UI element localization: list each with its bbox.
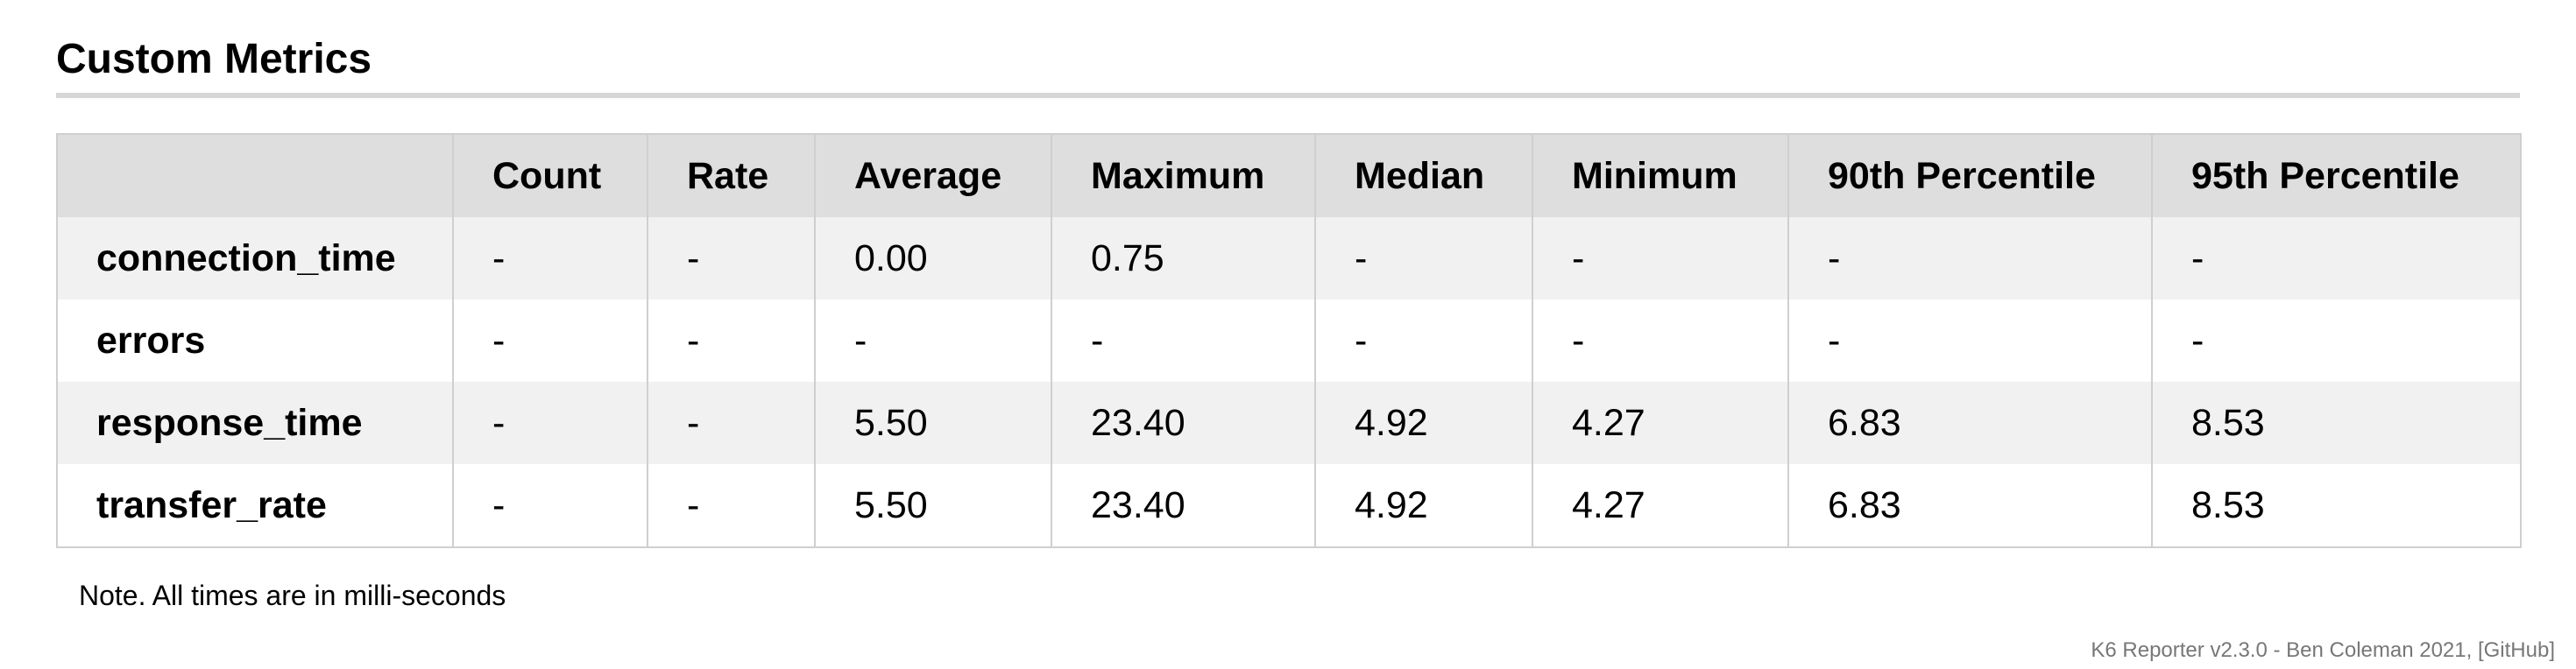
maximum-cell: -	[1051, 299, 1316, 382]
table-header-row: Count Rate Average Maximum Median Minimu…	[56, 134, 2522, 217]
count-cell: -	[452, 464, 648, 547]
average-cell: 0.00	[814, 217, 1052, 299]
table-row: errors - - - - - - - -	[56, 299, 2522, 382]
minimum-cell: -	[1532, 217, 1789, 299]
column-header-metric	[56, 134, 454, 217]
column-header-average: Average	[814, 134, 1052, 217]
maximum-cell: 23.40	[1051, 464, 1316, 547]
median-cell: -	[1314, 217, 1533, 299]
p95-cell: -	[2151, 217, 2522, 299]
column-header-count: Count	[452, 134, 648, 217]
metric-name-cell: transfer_rate	[56, 464, 454, 547]
section-title: Custom Metrics	[56, 32, 2520, 98]
p90-cell: 6.83	[1787, 464, 2153, 547]
average-cell: 5.50	[814, 382, 1052, 464]
p95-cell: 8.53	[2151, 464, 2522, 547]
maximum-cell: 23.40	[1051, 382, 1316, 464]
minimum-cell: 4.27	[1532, 464, 1789, 547]
table-row: transfer_rate - - 5.50 23.40 4.92 4.27 6…	[56, 464, 2522, 547]
custom-metrics-table: Count Rate Average Maximum Median Minimu…	[56, 133, 2522, 548]
column-header-rate: Rate	[647, 134, 816, 217]
p90-cell: -	[1787, 217, 2153, 299]
milliseconds-note: Note. All times are in milli-seconds	[79, 580, 506, 611]
maximum-cell: 0.75	[1051, 217, 1316, 299]
count-cell: -	[452, 299, 648, 382]
median-cell: -	[1314, 299, 1533, 382]
minimum-cell: -	[1532, 299, 1789, 382]
table-row: response_time - - 5.50 23.40 4.92 4.27 6…	[56, 382, 2522, 464]
column-header-maximum: Maximum	[1051, 134, 1316, 217]
rate-cell: -	[647, 464, 816, 547]
p90-cell: -	[1787, 299, 2153, 382]
p90-cell: 6.83	[1787, 382, 2153, 464]
column-header-median: Median	[1314, 134, 1533, 217]
average-cell: -	[814, 299, 1052, 382]
median-cell: 4.92	[1314, 464, 1533, 547]
reporter-footer[interactable]: K6 Reporter v2.3.0 - Ben Coleman 2021, […	[2091, 638, 2555, 662]
p95-cell: 8.53	[2151, 382, 2522, 464]
column-header-minimum: Minimum	[1532, 134, 1789, 217]
rate-cell: -	[647, 299, 816, 382]
median-cell: 4.92	[1314, 382, 1533, 464]
column-header-p90: 90th Percentile	[1787, 134, 2153, 217]
metric-name-cell: response_time	[56, 382, 454, 464]
table-row: connection_time - - 0.00 0.75 - - - -	[56, 217, 2522, 299]
metric-name-cell: errors	[56, 299, 454, 382]
p95-cell: -	[2151, 299, 2522, 382]
metric-name-cell: connection_time	[56, 217, 454, 299]
rate-cell: -	[647, 382, 816, 464]
rate-cell: -	[647, 217, 816, 299]
custom-metrics-section: Custom Metrics Count Rate Average Maximu…	[56, 32, 2522, 548]
count-cell: -	[452, 382, 648, 464]
column-header-p95: 95th Percentile	[2151, 134, 2522, 217]
minimum-cell: 4.27	[1532, 382, 1789, 464]
average-cell: 5.50	[814, 464, 1052, 547]
count-cell: -	[452, 217, 648, 299]
